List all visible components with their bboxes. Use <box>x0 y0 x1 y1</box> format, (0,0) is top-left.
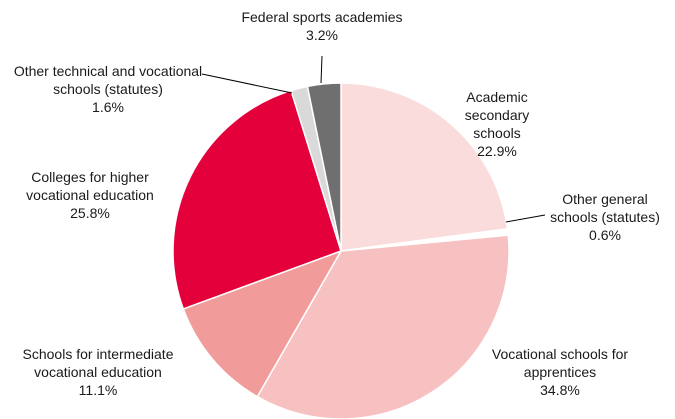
leader-line <box>320 55 323 84</box>
slice-label: Other technical and vocational schools (… <box>8 62 208 116</box>
value-label: 34.8% <box>540 382 580 398</box>
slice-label: Academic secondary schools 22.9% <box>442 88 552 160</box>
value-label: 25.8% <box>70 205 110 221</box>
pie-slice <box>256 234 510 419</box>
category-name: Federal sports academies <box>241 9 403 25</box>
category-name: Schools for intermediate vocational educ… <box>22 346 174 380</box>
value-label: 1.6% <box>92 99 124 115</box>
leader-line <box>201 73 293 94</box>
slice-label: Vocational schools for apprentices 34.8% <box>475 345 645 399</box>
slice-label: Federal sports academies 3.2% <box>222 8 422 44</box>
slice-label: Colleges for higher vocational education… <box>0 168 180 222</box>
category-name: Other general schools (statutes) <box>550 191 660 225</box>
value-label: 3.2% <box>306 27 338 43</box>
category-name: Vocational schools for apprentices <box>491 346 629 380</box>
leader-line <box>505 214 546 223</box>
pie-slice <box>340 82 509 252</box>
pie-slice <box>172 89 342 310</box>
pie-slice <box>306 82 342 252</box>
pie-slice <box>182 249 343 398</box>
value-label: 0.6% <box>589 227 621 243</box>
value-label: 22.9% <box>477 143 517 159</box>
slice-label: Schools for intermediate vocational educ… <box>3 345 193 399</box>
slice-label: Other general schools (statutes) 0.6% <box>540 190 670 244</box>
category-name: Colleges for higher vocational education <box>26 169 154 203</box>
value-label: 11.1% <box>78 382 118 398</box>
category-name: Academic secondary schools <box>464 89 530 141</box>
category-name: Other technical and vocational schools (… <box>13 63 203 97</box>
